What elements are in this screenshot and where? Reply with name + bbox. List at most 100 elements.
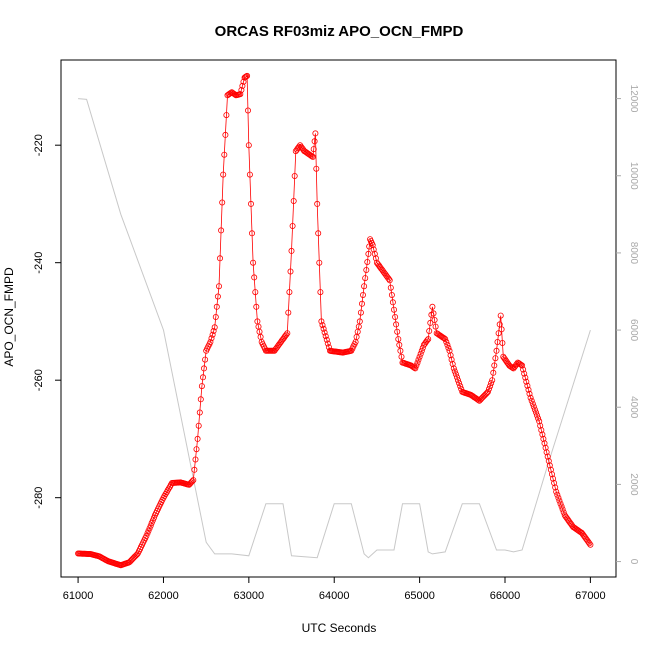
data-point [395,336,402,343]
data-point [313,165,320,172]
data-point [475,396,482,403]
data-point [488,380,495,387]
data-point [487,383,494,390]
data-point [192,456,199,463]
data-point [531,406,538,413]
data-point [397,347,404,354]
data-point [133,551,140,558]
altitude-line [78,98,591,559]
apo-series [75,72,594,569]
right-tick-label: 10000 [628,162,639,190]
data-point [358,300,365,307]
data-point [446,347,453,354]
data-point [285,309,292,316]
x-tick-label: 63000 [234,590,265,602]
data-point [223,112,230,119]
data-point [191,466,198,473]
data-point [426,327,433,334]
data-point [418,347,425,354]
data-point [551,479,558,486]
data-point [309,153,316,160]
data-point [525,386,532,393]
data-point [449,360,456,367]
data-point [286,289,293,296]
data-point [371,250,378,257]
data-point [356,318,363,325]
data-point [144,530,151,537]
data-point [245,142,252,149]
data-point [250,259,257,266]
data-point [197,396,204,403]
data-point [398,353,405,360]
data-point [211,324,218,331]
data-point [442,336,449,343]
data-point [522,374,529,381]
data-point [314,200,321,207]
data-point [542,444,549,451]
data-point [244,107,251,114]
data-point [511,363,518,370]
data-point [379,266,386,273]
data-point [491,362,498,369]
data-point [415,356,422,363]
x-axis-label: UTC Seconds [302,621,377,635]
x-tick-label: 65000 [404,590,435,602]
data-point [276,340,283,347]
data-point [431,316,438,323]
data-point [288,247,295,254]
data-point [413,362,420,369]
data-point [195,422,202,429]
data-point [556,497,563,504]
data-point [499,339,506,346]
data-point [561,512,568,519]
data-point [220,171,227,178]
right-tick-label: 4000 [628,396,639,419]
data-point [218,227,225,234]
data-point [552,484,559,491]
data-point [495,330,502,337]
data-point [376,262,383,269]
data-point [273,344,280,351]
data-point [243,73,250,80]
data-point [212,313,219,320]
data-point [361,283,368,290]
data-point [447,352,454,359]
data-point [253,303,260,310]
data-point [490,369,497,376]
data-point [502,356,509,363]
data-point [359,291,366,298]
data-point [558,503,565,510]
data-point [364,258,371,265]
data-point [238,87,245,94]
right-tick-label: 2000 [628,473,639,496]
data-point [554,491,561,498]
right-tick-label: 12000 [628,85,639,113]
data-point [394,328,401,335]
data-point [363,266,370,273]
y-tick-label: -280 [33,487,45,509]
data-point [587,541,594,548]
data-point [189,478,196,485]
altitude-series [78,98,591,559]
data-point [214,293,221,300]
data-point [421,340,428,347]
data-point [320,325,327,332]
data-point [416,353,423,360]
data-point [237,91,244,98]
y-tick-label: -240 [33,252,45,274]
data-point [388,291,395,298]
data-point [202,356,209,363]
data-point [536,418,543,425]
data-point [445,344,452,351]
data-point [550,475,557,482]
data-point [485,385,492,392]
data-point [523,378,530,385]
data-point [448,356,455,363]
data-point [317,289,324,296]
data-point [456,380,463,387]
data-point [425,336,432,343]
data-point [539,431,546,438]
data-point [215,283,222,290]
data-point [299,145,306,152]
data-point [372,255,379,262]
